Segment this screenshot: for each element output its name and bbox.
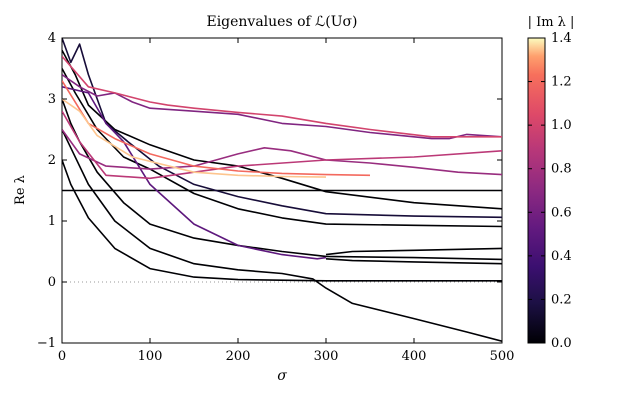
branch-16 xyxy=(62,98,327,178)
colorbar-label: | Im λ | xyxy=(528,15,575,30)
branch-7 xyxy=(62,38,502,219)
colorbar-tick-label: 1.4 xyxy=(551,31,572,46)
x-tick-label: 200 xyxy=(226,349,251,364)
colorbar-tick-label: 0.2 xyxy=(551,292,572,307)
branch-6 xyxy=(62,49,502,210)
branch-14 xyxy=(62,55,502,138)
branch-10 xyxy=(62,86,327,260)
x-tick-label: 100 xyxy=(138,349,163,364)
colorbar-tick-label: 1.0 xyxy=(551,118,572,133)
colorbar-tick-label: 0.0 xyxy=(551,336,572,351)
x-tick-label: 0 xyxy=(58,349,66,364)
x-axis-label: σ xyxy=(277,368,287,384)
colorbar-ticks: 0.0 0.2 0.4 0.6 0.8 1.0 1.2 1.4 xyxy=(528,31,572,351)
colorbar-tick-label: 0.8 xyxy=(551,162,572,177)
y-tick-label: 4 xyxy=(48,31,56,46)
branch-2 xyxy=(62,129,502,342)
colorbar-tick-label: 0.4 xyxy=(551,249,572,264)
branch-5 xyxy=(62,68,502,228)
branch-9 xyxy=(325,247,502,256)
x-tick-label: 500 xyxy=(490,349,515,364)
branch-15 xyxy=(62,80,371,177)
branch-12 xyxy=(62,129,502,176)
y-tick-label: 2 xyxy=(48,153,56,168)
branch-8 xyxy=(325,258,502,265)
colorbar xyxy=(527,37,546,344)
series-group xyxy=(62,38,502,342)
y-tick-label: 1 xyxy=(48,214,56,229)
branch-11 xyxy=(62,73,502,140)
y-tick-label: 0 xyxy=(48,275,56,290)
y-tick-label: 3 xyxy=(48,92,56,107)
y-tick-label: −1 xyxy=(37,336,56,351)
x-tick-label: 400 xyxy=(402,349,427,364)
x-tick-label: 300 xyxy=(314,349,339,364)
colorbar-tick-label: 0.6 xyxy=(551,205,572,220)
chart-title: Eigenvalues of ℒ(Uσ) xyxy=(206,14,357,30)
colorbar-tick-label: 1.2 xyxy=(551,75,572,90)
y-axis-label: Re λ xyxy=(13,175,28,205)
branch-3 xyxy=(62,159,502,282)
